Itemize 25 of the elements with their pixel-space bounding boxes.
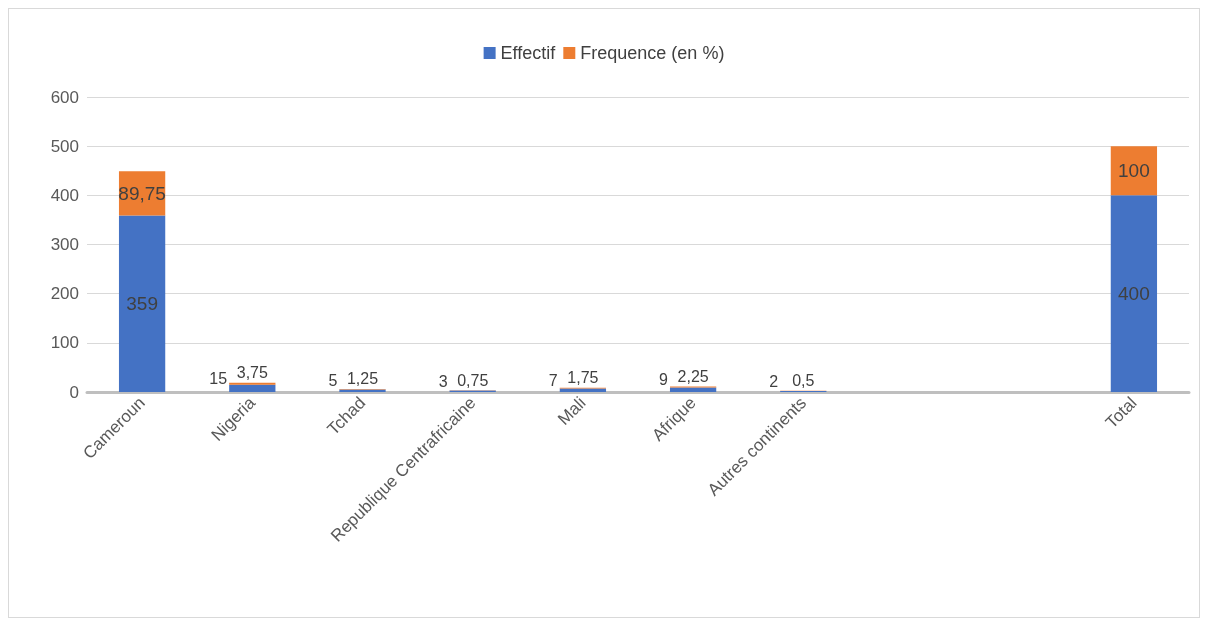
data-label: 7 (548, 371, 558, 389)
data-label: 3 (438, 372, 448, 390)
data-label: 400 (1118, 283, 1150, 305)
data-label: 9 (659, 371, 669, 389)
y-tick-label: 100 (50, 333, 79, 353)
legend-label: Frequence (en %) (580, 43, 725, 63)
y-tick-label: 0 (69, 382, 79, 402)
data-label: 0,5 (792, 372, 815, 390)
data-label: 1,75 (567, 369, 599, 387)
data-label: 2 (769, 373, 779, 391)
y-tick-label: 300 (50, 235, 79, 254)
y-tick-label: 200 (50, 284, 79, 304)
y-tick-label: 600 (50, 87, 79, 107)
data-label: 100 (1118, 160, 1150, 182)
y-tick-label: 500 (50, 136, 79, 156)
data-label: 0,75 (457, 371, 489, 389)
data-label: 89,75 (118, 182, 166, 204)
data-label: 5 (328, 372, 338, 390)
data-label: 1,25 (346, 370, 379, 388)
y-tick-label: 400 (50, 185, 79, 205)
data-label: 3,75 (236, 364, 268, 382)
data-label: 359 (126, 293, 158, 315)
legend-label: Effectif (500, 43, 557, 63)
data-label: 15 (209, 369, 228, 387)
data-label: 2,25 (677, 367, 709, 385)
